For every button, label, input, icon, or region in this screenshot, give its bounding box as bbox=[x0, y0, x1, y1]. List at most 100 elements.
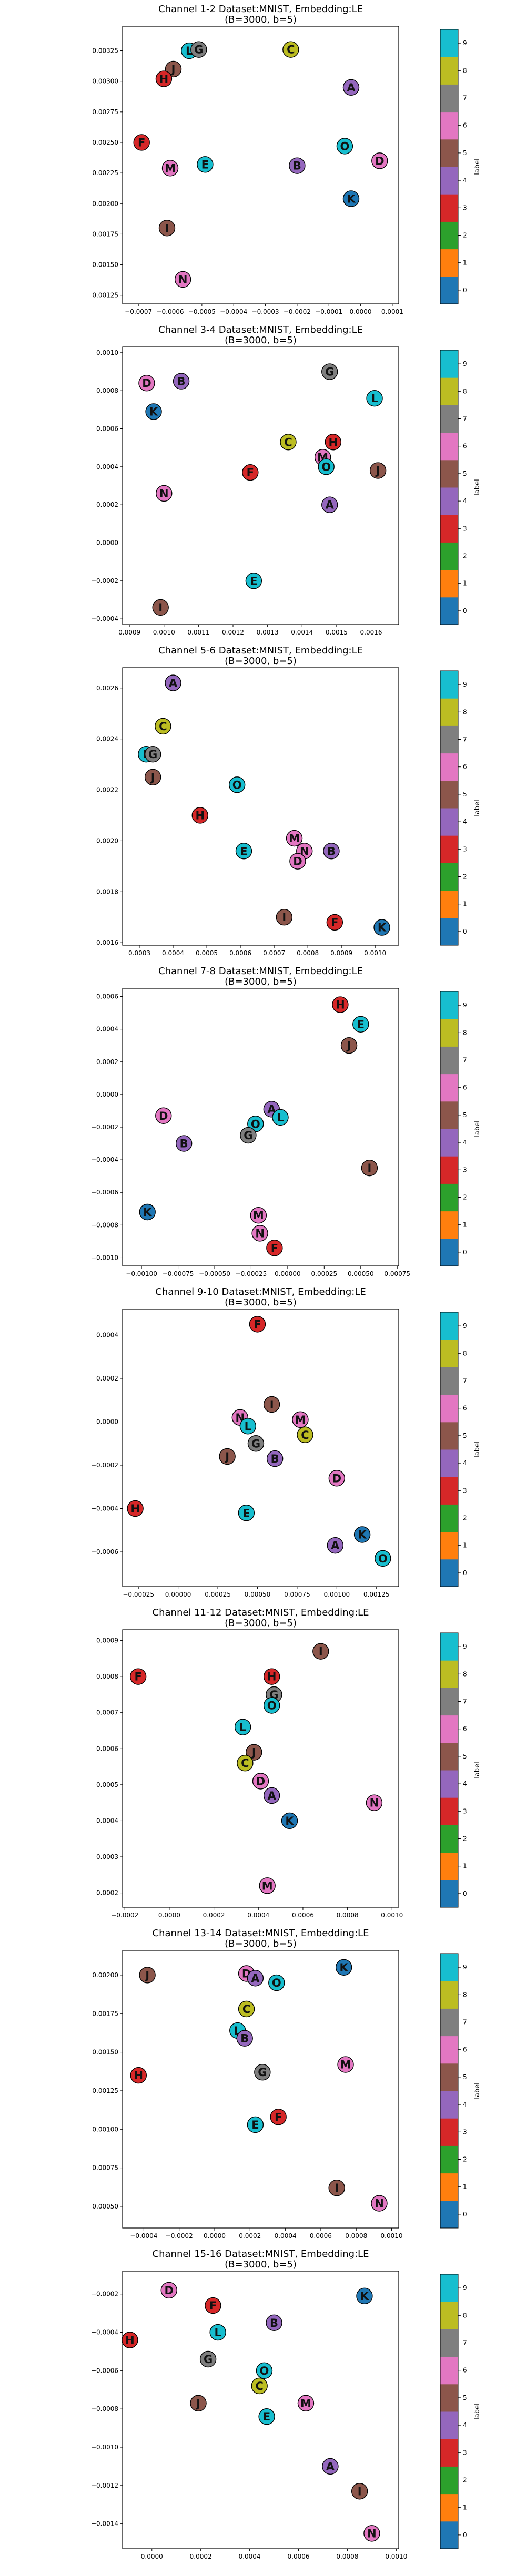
data-point-label: M bbox=[289, 832, 300, 845]
colorbar-segment bbox=[440, 1101, 458, 1129]
x-tick-label: 0.0014 bbox=[291, 629, 313, 636]
data-point: H bbox=[263, 1668, 280, 1685]
data-point-marker bbox=[240, 1127, 257, 1144]
data-point-label: F bbox=[134, 1671, 141, 1683]
data-point-marker bbox=[321, 496, 338, 513]
data-point: J bbox=[246, 1744, 262, 1761]
data-point-label: C bbox=[159, 720, 167, 733]
data-point-label: M bbox=[165, 162, 176, 175]
data-point: A bbox=[247, 1970, 264, 1987]
data-point-label: B bbox=[180, 1138, 188, 1150]
y-tick-label: 0.0000 bbox=[96, 539, 118, 546]
colorbar-tick-label: 1 bbox=[463, 1863, 467, 1870]
data-point-label: B bbox=[270, 2317, 278, 2329]
colorbar-tick-label: 4 bbox=[463, 1139, 467, 1146]
x-tick-label: −0.00050 bbox=[199, 1270, 230, 1277]
y-tick-label: 0.0002 bbox=[96, 1058, 118, 1066]
colorbar-segment bbox=[440, 111, 458, 140]
colorbar-frame bbox=[440, 1312, 459, 1587]
data-point: D bbox=[252, 1773, 269, 1790]
colorbar-segment bbox=[440, 29, 458, 57]
data-point-marker bbox=[144, 769, 161, 785]
x-tick-label: 0.0008 bbox=[297, 949, 319, 957]
colorbar-tick-label: 4 bbox=[463, 2101, 467, 2108]
y-tick-label: 0.0007 bbox=[96, 1709, 118, 1716]
colorbar-tick-label: 6 bbox=[463, 2367, 467, 2374]
y-tick-label: 0.00275 bbox=[92, 108, 118, 116]
colorbar-tick-label: 1 bbox=[463, 259, 467, 267]
data-point: O bbox=[256, 2362, 273, 2379]
data-point-marker bbox=[161, 160, 179, 177]
colorbar-segment bbox=[440, 2173, 458, 2201]
colorbar-tick-label: 9 bbox=[463, 39, 467, 47]
y-tick-label: 0.00250 bbox=[92, 139, 118, 146]
colorbar-tick-label: 0 bbox=[463, 2211, 467, 2218]
colorbar-tick-label: 4 bbox=[463, 177, 467, 184]
colorbar-segment bbox=[440, 1156, 458, 1184]
y-tick-label: 0.0005 bbox=[96, 1781, 118, 1788]
colorbar-segment bbox=[440, 1715, 458, 1743]
data-point: D bbox=[289, 853, 306, 870]
chart-subtitle: (B=3000, b=5) bbox=[225, 14, 297, 25]
data-point-marker bbox=[228, 776, 246, 793]
data-point: G bbox=[321, 363, 338, 380]
colorbar-tick-label: 2 bbox=[463, 873, 467, 881]
data-point-label: B bbox=[327, 845, 336, 857]
colorbar-segment bbox=[440, 57, 458, 85]
chart-title: Channel 15-16 Dataset:MNIST, Embedding:L… bbox=[153, 2248, 369, 2260]
chart-subtitle: (B=3000, b=5) bbox=[225, 1938, 297, 1949]
data-point-label: K bbox=[378, 922, 387, 934]
x-tick-label: 0.0008 bbox=[336, 2553, 358, 2560]
colorbar-segment bbox=[440, 671, 458, 699]
data-point: J bbox=[190, 2395, 207, 2411]
data-point-label: H bbox=[336, 999, 345, 1011]
data-point: L bbox=[366, 390, 383, 407]
y-tick-label: 0.0004 bbox=[96, 1026, 118, 1033]
data-point-label: J bbox=[251, 1746, 256, 1759]
data-point: I bbox=[276, 909, 293, 926]
data-point-marker bbox=[342, 190, 360, 207]
x-tick-label: 0.0007 bbox=[263, 949, 285, 957]
colorbar-tick-label: 0 bbox=[463, 928, 467, 935]
x-tick-label: −0.00100 bbox=[126, 1270, 157, 1277]
data-point: J bbox=[144, 769, 161, 785]
colorbar-segment bbox=[440, 405, 458, 433]
data-point-marker bbox=[342, 79, 360, 96]
data-point-marker bbox=[144, 745, 161, 763]
data-point: G bbox=[240, 1127, 257, 1144]
x-tick-label: −0.0002 bbox=[166, 2232, 193, 2240]
colorbar-tick-label: 1 bbox=[463, 901, 467, 908]
chart-subtitle: (B=3000, b=5) bbox=[225, 1297, 297, 1308]
colorbar-tick-label: 3 bbox=[463, 525, 467, 532]
data-point-marker bbox=[239, 1418, 257, 1435]
data-point-label: L bbox=[277, 1111, 284, 1124]
data-point: N bbox=[174, 271, 191, 288]
colorbar-segment bbox=[440, 459, 458, 488]
data-point-label: A bbox=[326, 499, 335, 512]
data-point: G bbox=[247, 1435, 265, 1452]
data-point-label: I bbox=[282, 911, 286, 924]
data-point-marker bbox=[245, 573, 262, 589]
colorbar-segment bbox=[440, 1797, 458, 1825]
data-point: H bbox=[130, 2067, 147, 2084]
colorbar-tick-label: 8 bbox=[463, 1350, 467, 1357]
colorbar-tick-label: 9 bbox=[463, 360, 467, 367]
x-tick-label: 0.0001 bbox=[381, 308, 403, 315]
data-point-label: H bbox=[134, 2069, 143, 2082]
x-tick-label: 0.00100 bbox=[324, 1591, 350, 1598]
data-point: K bbox=[373, 919, 390, 936]
y-tick-label: 0.0008 bbox=[96, 387, 118, 394]
colorbar-tick-label: 8 bbox=[463, 387, 467, 395]
data-point-label: I bbox=[368, 1162, 372, 1174]
colorbar-tick-label: 3 bbox=[463, 2128, 467, 2135]
x-tick-label: 0.0016 bbox=[360, 629, 382, 636]
x-tick-label: 0.0002 bbox=[239, 2232, 261, 2240]
x-tick-label: −0.0007 bbox=[125, 308, 152, 315]
colorbar-frame bbox=[440, 29, 459, 304]
data-point-marker bbox=[249, 1316, 266, 1333]
data-point-marker bbox=[251, 1225, 268, 1242]
data-point-label: B bbox=[177, 375, 186, 388]
data-point-marker bbox=[351, 2483, 368, 2500]
colorbar-segment bbox=[440, 1504, 458, 1532]
data-point: I bbox=[158, 220, 176, 237]
